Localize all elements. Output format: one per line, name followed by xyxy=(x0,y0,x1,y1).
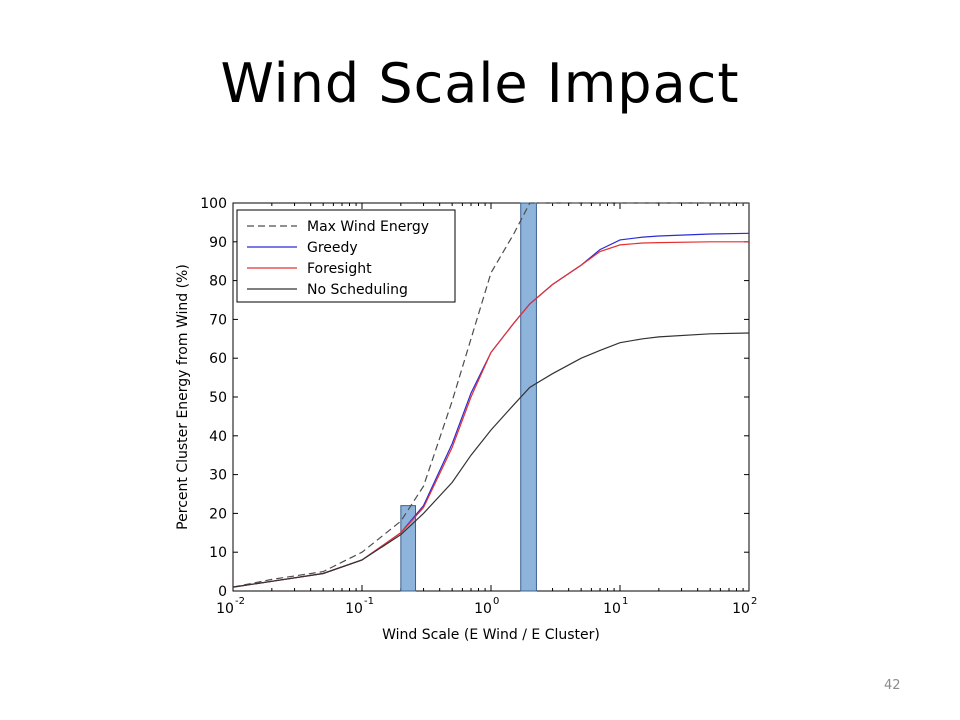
x-tick-label: 10 xyxy=(216,601,234,617)
highlight-bar xyxy=(520,202,537,592)
y-tick-label: 90 xyxy=(209,235,227,251)
y-tick-label: 100 xyxy=(200,196,227,212)
page-number: 42 xyxy=(884,678,901,693)
y-tick-label: 30 xyxy=(209,468,227,484)
legend: Max Wind Energy Greedy Foresight No Schedul… xyxy=(236,209,456,303)
x-tick-exponent: 2 xyxy=(751,596,757,607)
y-axis-label: Percent Cluster Energy from Wind (%) xyxy=(175,264,191,530)
x-tick-label: 10 xyxy=(474,601,492,617)
highlight-bar xyxy=(400,505,417,592)
legend-label: No Scheduling xyxy=(307,282,408,298)
axes-box xyxy=(232,202,750,592)
x-tick-exponent: -2 xyxy=(235,596,245,607)
x-tick-exponent: -1 xyxy=(364,596,374,607)
legend-label: Foresight xyxy=(307,261,372,277)
y-tick-label: 70 xyxy=(209,312,227,328)
y-tick-label: 0 xyxy=(218,584,227,600)
x-tick-exponent: 1 xyxy=(622,596,628,607)
y-tick-label: 20 xyxy=(209,506,227,522)
legend-label: Greedy xyxy=(307,240,358,256)
y-tick-label: 60 xyxy=(209,351,227,367)
legend-box xyxy=(236,209,456,303)
series-line-no-scheduling xyxy=(232,332,750,588)
x-tick-label: 10 xyxy=(732,601,750,617)
x-axis-label: Wind Scale (E Wind / E Cluster) xyxy=(382,627,600,643)
x-tick-exponent: 0 xyxy=(493,596,499,607)
x-tick-label: 10 xyxy=(345,601,363,617)
y-tick-label: 40 xyxy=(209,429,227,445)
slide-title: Wind Scale Impact xyxy=(220,52,740,115)
legend-label: Max Wind Energy xyxy=(307,219,429,235)
y-tick-label: 50 xyxy=(209,390,227,406)
y-tick-label: 10 xyxy=(209,545,227,561)
series-lines xyxy=(232,202,750,588)
x-tick-label: 10 xyxy=(603,601,621,617)
y-tick-label: 80 xyxy=(209,274,227,290)
